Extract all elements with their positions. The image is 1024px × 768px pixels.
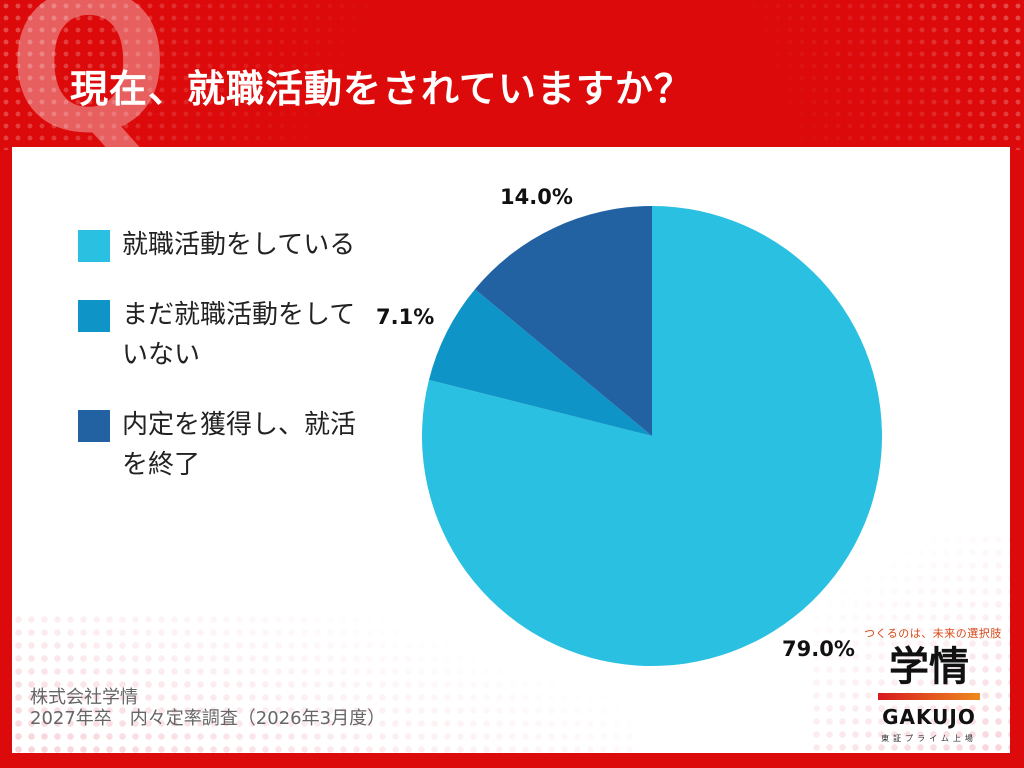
slice-label-job-hunting: 79.0% (782, 637, 855, 661)
logo-tagline: つくるのは、未来の選択肢 (864, 627, 1002, 640)
source-survey: 2027年卒 内々定率調査（2026年3月度） (30, 708, 386, 729)
pie-slice-not-started (428, 289, 652, 436)
logo-name-en: GAKUJO (882, 705, 976, 729)
pie-slice-finished (474, 206, 652, 436)
legend-swatch (78, 410, 110, 442)
source-note: 株式会社学情 2027年卒 内々定率調査（2026年3月度） (30, 687, 385, 729)
legend-item-finished: 内定を獲得し、就活を終了 (78, 405, 362, 485)
slice-label-finished: 14.0% (500, 185, 573, 209)
logo-subtitle: 東証プライム上場 (881, 734, 977, 743)
logo-name-ja: 学情 (889, 644, 969, 690)
logo-gradient-bar (878, 693, 980, 700)
legend-swatch (78, 230, 110, 262)
pie-chart (421, 206, 883, 666)
legend-item-job-hunting: 就職活動をしている (78, 225, 362, 265)
legend-label: 就職活動をしている (122, 230, 356, 260)
chart-panel: 就職活動をしている まだ就職活動をしていない 内定を獲得し、就活を終了 79.0… (12, 147, 1010, 753)
legend-label: 内定を獲得し、就活を終了 (122, 410, 357, 480)
chart-legend: 就職活動をしている まだ就職活動をしていない 内定を獲得し、就活を終了 (78, 225, 362, 515)
panel-dot-pattern-bottom-right (810, 533, 1010, 753)
legend-label: まだ就職活動をしていない (122, 300, 356, 370)
legend-swatch (78, 300, 110, 332)
legend-item-not-started: まだ就職活動をしていない (78, 295, 362, 375)
slice-label-not-started: 7.1% (376, 305, 435, 329)
header-dot-pattern-right (664, 0, 1024, 150)
q-mark-decoration: Q (8, 0, 170, 175)
header-dot-pattern (0, 0, 420, 150)
page-title: 現在、就職活動をされていますか？ (70, 67, 693, 111)
source-company: 株式会社学情 (30, 687, 138, 708)
panel-dot-pattern-bottom-left (12, 613, 632, 753)
gakujo-logo: つくるのは、未来の選択肢 学情 GAKUJO 東証プライム上場 (864, 625, 1002, 744)
